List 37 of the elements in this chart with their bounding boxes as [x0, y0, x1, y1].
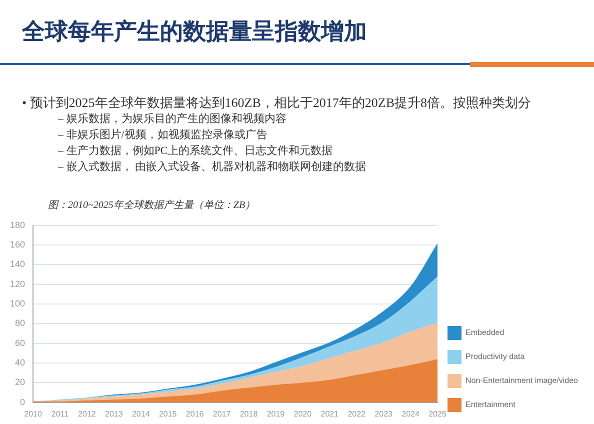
- x-tick-label: 2017: [212, 409, 232, 418]
- x-tick-label: 2019: [266, 409, 286, 418]
- x-tick-label: 2025: [428, 409, 447, 418]
- text: – 生产力数据，例如PC上的系统文件、日志文件和元数据: [58, 144, 334, 159]
- x-tick-label: 2016: [186, 409, 204, 418]
- chart-subtitle: 图：2010~2025年全球数据产生量（单位：ZB）: [48, 198, 256, 212]
- y-tick-label: 60: [15, 338, 26, 348]
- legend-label: Productivity data: [465, 352, 526, 362]
- x-tick-label: 2011: [51, 409, 70, 418]
- x-tick-label: 2010: [24, 409, 42, 418]
- x-tick-label: 2015: [158, 409, 178, 418]
- x-tick-label: 2022: [348, 409, 366, 418]
- x-tick-label: 2023: [374, 409, 394, 418]
- x-tick-label: 2012: [78, 409, 96, 418]
- y-tick-label: 160: [10, 240, 26, 250]
- x-tick-label: 2024: [402, 409, 420, 418]
- x-tick-label: 2018: [240, 409, 258, 418]
- text: • 预计到2025年全球年数据量将达到160ZB，相比于2017年的20ZB提升8倍。按照种类划分: [22, 94, 532, 111]
- y-tick-label: 180: [10, 220, 26, 230]
- y-tick-label: 100: [10, 298, 26, 309]
- y-tick-label: 0: [20, 396, 26, 407]
- y-tick-label: 140: [10, 259, 26, 270]
- legend-label: Entertainment: [465, 400, 516, 410]
- y-tick-label: 40: [15, 358, 26, 368]
- y-tick-label: 20: [15, 377, 26, 388]
- y-tick-label: 80: [15, 318, 26, 328]
- y-tick-label: 120: [10, 278, 26, 289]
- legend-label: Non-Entertainment image/video: [465, 376, 579, 386]
- text: – 嵌入式数据， 由嵌入式设备、机器对机器和物联网创建的数据: [58, 160, 367, 175]
- x-tick-label: 2014: [132, 409, 150, 418]
- x-tick-label: 2021: [320, 409, 340, 418]
- x-tick-label: 2020: [294, 409, 312, 418]
- text: – 娱乐数据，为娱乐目的产生的图像和视频内容: [58, 112, 288, 127]
- legend-label: Embedded: [465, 328, 504, 338]
- x-tick-label: 2013: [105, 409, 124, 418]
- chart-title: 全球每年产生的数据量呈指数增加: [22, 18, 367, 47]
- text: – 非娱乐图片/视频，如视频监控录像或广告: [58, 128, 268, 143]
